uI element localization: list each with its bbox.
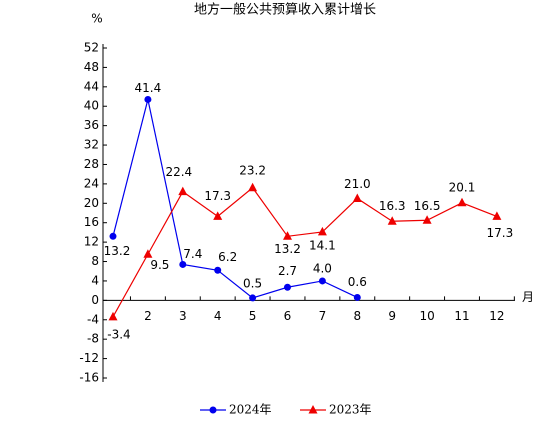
legend-label: 2024年: [229, 403, 272, 417]
data-label: 23.2: [239, 163, 266, 177]
data-point: [109, 232, 117, 240]
data-label: 13.2: [274, 242, 301, 256]
data-label: 16.5: [414, 199, 441, 213]
data-label: 14.1: [309, 238, 336, 252]
x-tick-label: 10: [419, 309, 434, 323]
x-tick-label: 5: [249, 309, 257, 323]
legend-label: 2023年: [329, 403, 372, 417]
data-label: 17.3: [204, 189, 231, 203]
data-point: [457, 197, 467, 207]
data-point: [213, 211, 223, 220]
data-point: [108, 311, 118, 321]
series-line: [112, 186, 498, 318]
data-label: 0.6: [348, 275, 367, 289]
data-point: [248, 182, 258, 192]
data-label: 22.4: [165, 165, 192, 179]
y-tick-label: 24: [84, 176, 99, 190]
legend-marker: [209, 406, 217, 414]
data-label: 41.4: [135, 81, 162, 95]
x-axis-label: 月: [522, 290, 534, 304]
y-tick-label: 44: [84, 79, 99, 93]
x-tick-label: 12: [489, 309, 504, 323]
data-point: [143, 249, 153, 258]
data-label: 0.5: [243, 276, 262, 290]
data-label: 20.1: [449, 180, 476, 194]
y-tick-label: -8: [87, 332, 99, 346]
y-tick-label: 8: [91, 254, 99, 268]
data-point: [318, 277, 326, 285]
data-point: [179, 260, 187, 268]
data-point: [249, 294, 257, 302]
data-label: 16.3: [379, 199, 406, 213]
chart-title: 地方一般公共预算收入累计增长: [194, 2, 376, 18]
data-label: 21.0: [344, 177, 371, 191]
data-point: [284, 283, 291, 291]
data-point: [352, 193, 362, 202]
data-label: 4.0: [313, 261, 332, 275]
y-tick-label: 32: [84, 138, 99, 152]
data-label: 17.3: [487, 226, 514, 240]
y-tick-label: 0: [91, 293, 99, 307]
y-tick-label: 48: [84, 60, 99, 74]
y-tick-label: 52: [84, 41, 99, 55]
series-line: [112, 99, 358, 299]
y-tick-label: 40: [84, 99, 99, 113]
data-label: 2.7: [278, 264, 297, 278]
y-axis-label: %: [91, 12, 102, 26]
data-point: [317, 226, 327, 236]
data-label: 7.4: [183, 247, 202, 261]
data-point: [422, 215, 432, 224]
data-label: 6.2: [218, 250, 237, 264]
data-label: -3.4: [107, 327, 130, 341]
x-tick-label: 3: [179, 309, 187, 323]
y-tick-label: 20: [84, 196, 99, 210]
x-tick-label: 11: [454, 309, 469, 323]
x-tick-label: 4: [214, 309, 222, 323]
y-tick-label: 36: [84, 118, 99, 132]
data-point: [144, 95, 152, 103]
data-point: [353, 293, 361, 301]
x-tick-label: 9: [388, 309, 396, 323]
x-tick-label: 2: [144, 309, 152, 323]
y-tick-label: 4: [91, 273, 99, 287]
data-label: 13.2: [104, 244, 131, 258]
data-label: 9.5: [150, 258, 169, 272]
x-tick-label: 6: [284, 309, 292, 323]
y-tick-label: -4: [87, 312, 99, 326]
data-point: [178, 186, 188, 196]
legend-marker: [308, 405, 318, 414]
data-point: [492, 211, 502, 220]
x-tick-label: 8: [353, 309, 361, 323]
data-point: [214, 266, 222, 274]
y-tick-label: 12: [84, 235, 99, 249]
data-point: [283, 231, 292, 240]
y-tick-label: 16: [84, 215, 99, 229]
x-tick-label: 7: [319, 309, 327, 323]
y-tick-label: -12: [79, 351, 99, 365]
y-tick-label: 28: [84, 157, 99, 171]
y-tick-label: -16: [79, 371, 99, 385]
data-point: [387, 216, 397, 225]
